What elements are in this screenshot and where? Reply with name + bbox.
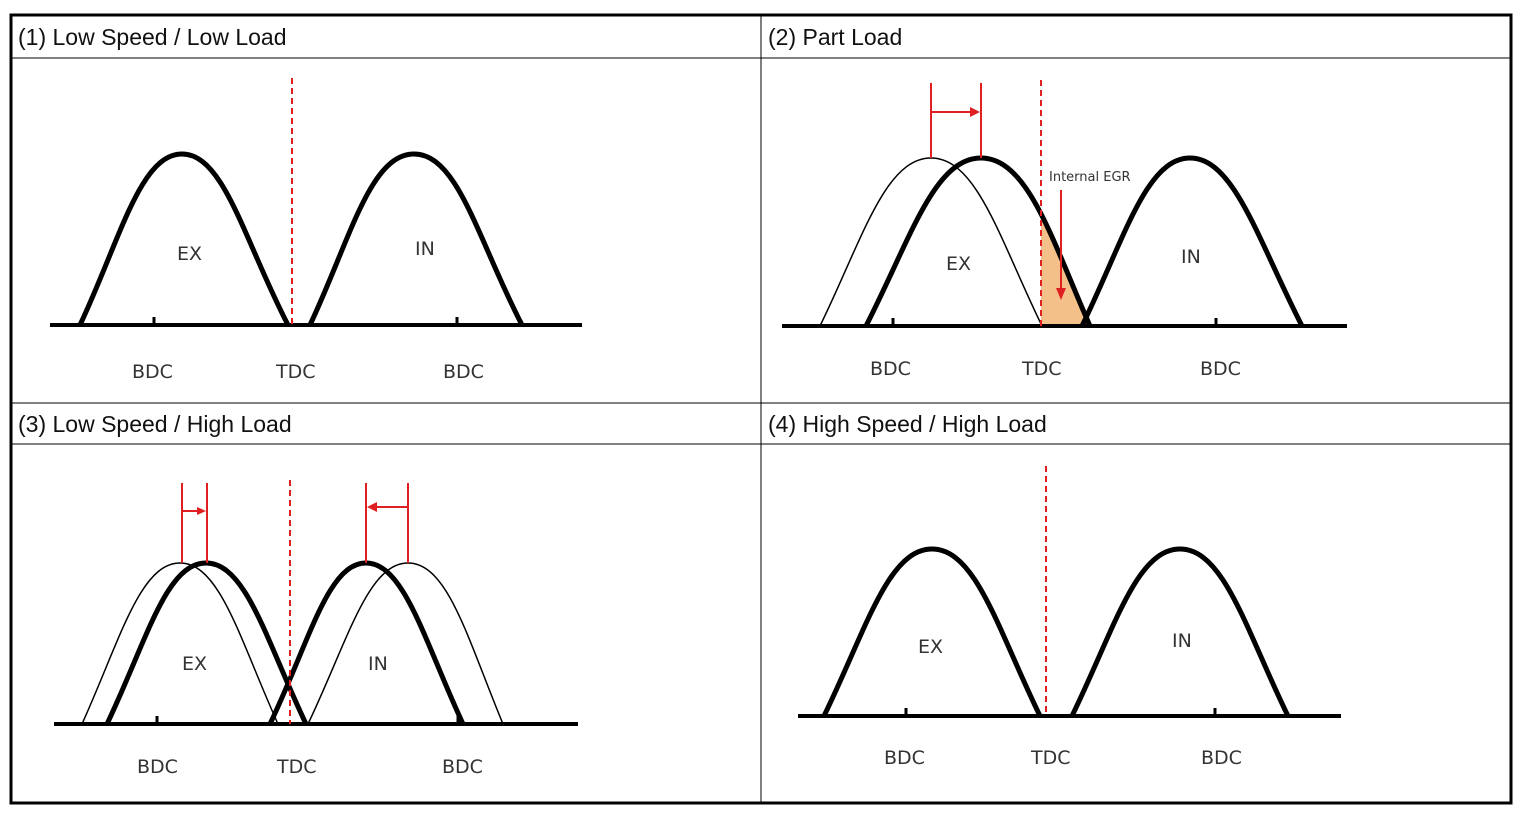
panel-3-ex-label: EX	[182, 653, 207, 675]
panel-2-diagram: Internal EGR EX IN BDC TDC BDC	[782, 80, 1347, 380]
panel-1-title: (1) Low Speed / Low Load	[18, 24, 287, 50]
panel-3-in-label: IN	[368, 653, 388, 675]
panel-1-tdc-label: TDC	[275, 361, 316, 383]
panel-3-in-shift-arrowhead	[367, 502, 377, 512]
panel-2-egr-annotation: Internal EGR	[1049, 170, 1131, 185]
panel-2-exhaust-base-curve	[819, 157, 1043, 327]
panel-4-ex-label: EX	[918, 636, 943, 658]
panel-3-exhaust-shifted-curve	[104, 560, 309, 726]
panel-4-intake-curve	[1069, 546, 1291, 718]
panel-3-tdc-label: TDC	[276, 756, 317, 778]
panel-2-title: (2) Part Load	[768, 24, 903, 50]
panel-3-diagram: EX IN BDC TDC BDC	[54, 480, 578, 778]
panel-1-ex-label: EX	[177, 243, 202, 265]
panel-4-title: (4) High Speed / High Load	[768, 411, 1047, 437]
panel-3-ex-shift-arrowhead	[197, 507, 206, 515]
panel-4-in-label: IN	[1172, 630, 1192, 652]
panel-3-bdc-label-left: BDC	[137, 756, 178, 778]
panel-1-bdc-label-left: BDC	[132, 361, 173, 383]
panel-3-intake-base-curve	[307, 562, 504, 725]
panel-2-phase-shift-arrowhead	[970, 107, 980, 117]
panel-4-diagram: EX IN BDC TDC BDC	[798, 466, 1341, 769]
panel-4-exhaust-curve	[821, 546, 1043, 718]
panel-4-bdc-label-right: BDC	[1201, 747, 1242, 769]
panel-2-egr-arrowhead	[1056, 288, 1066, 300]
panel-3-exhaust-base-curve	[81, 562, 279, 725]
panel-4-bdc-label-left: BDC	[884, 747, 925, 769]
panel-1-bdc-label-right: BDC	[443, 361, 484, 383]
panel-2-bdc-label-right: BDC	[1200, 358, 1241, 380]
panel-4-tdc-label: TDC	[1030, 747, 1071, 769]
panel-1-intake-curve	[307, 151, 525, 327]
panel-3-intake-shifted-curve	[267, 560, 466, 726]
panel-1-exhaust-curve	[77, 151, 291, 327]
panel-3-bdc-label-right: BDC	[442, 756, 483, 778]
panel-2-tdc-label: TDC	[1021, 358, 1062, 380]
panel-2-in-label: IN	[1181, 246, 1201, 268]
panel-3-title: (3) Low Speed / High Load	[18, 411, 292, 437]
panel-2-intake-curve	[1079, 155, 1305, 328]
panel-2-bdc-label-left: BDC	[870, 358, 911, 380]
panel-1-in-label: IN	[415, 238, 435, 260]
panel-2-ex-label: EX	[946, 253, 971, 275]
panel-1-diagram: EX IN BDC TDC BDC	[50, 78, 582, 383]
